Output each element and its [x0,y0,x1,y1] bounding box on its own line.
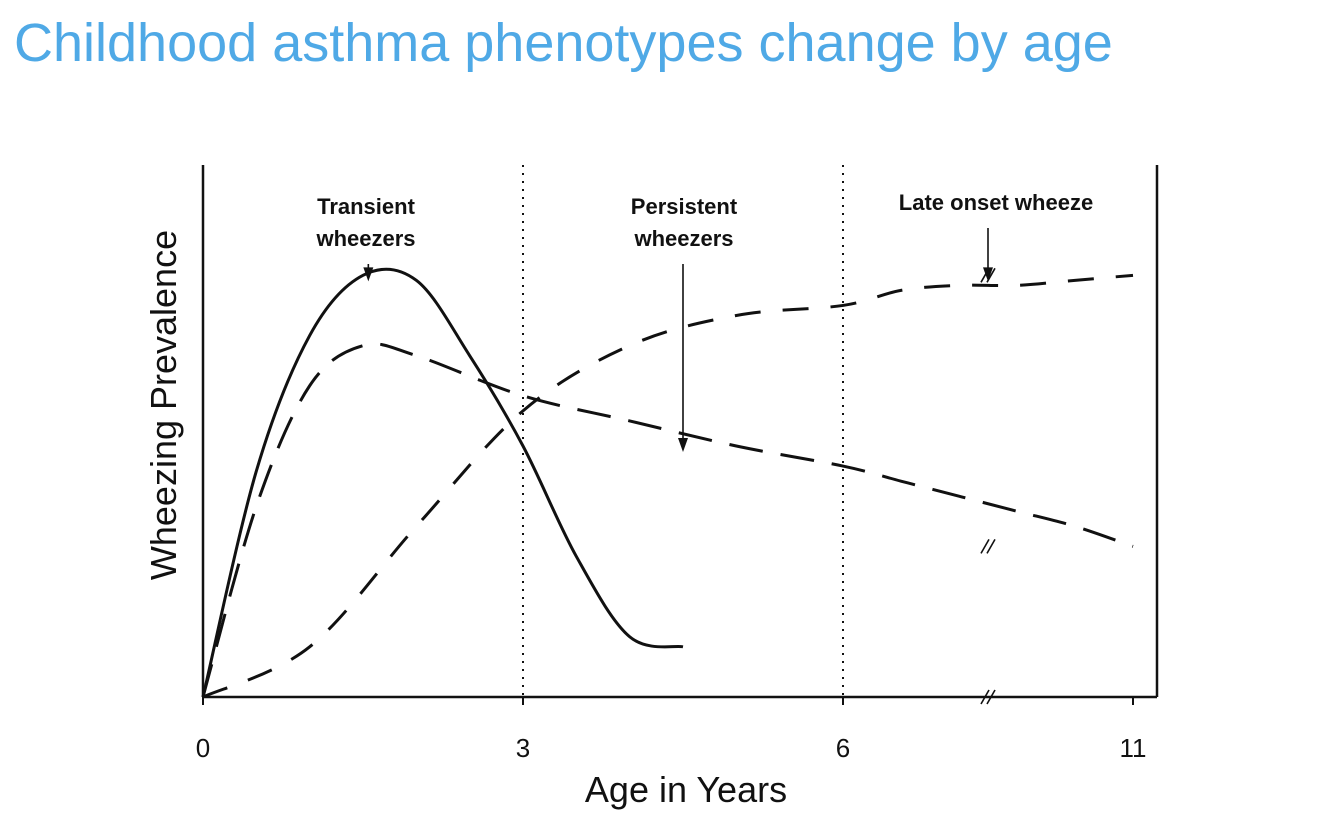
annotation-label: Late onset wheeze [899,190,1093,215]
annotation-label: Transient [317,194,415,219]
annotations-layer: Transient wheezers Persistent wheezers Late … [315,190,1093,453]
axis-break-mark [986,539,996,554]
series-layer [201,267,1134,699]
x-tick-label: 6 [836,733,850,763]
annotation-arrow-head [363,267,374,282]
x-tick-label: 0 [196,733,210,763]
x-tick-label: 11 [1120,733,1147,763]
annotation-arrow-head [678,438,688,453]
annotation-label: wheezers [315,226,415,251]
x-axis-title: Age in Years [585,769,787,810]
axis-break-mark [980,689,990,705]
y-axis-title: Wheezing Prevalence [143,230,184,580]
annotation-label: Persistent [631,194,738,219]
annotation-arrow-head [983,267,993,282]
axis-break-mark [986,689,996,705]
series-line-3 [202,273,1134,699]
axis-break-mark [980,539,990,554]
x-tick-labels: 0 3 6 11 [196,697,1147,763]
reference-lines [522,165,844,697]
axes [201,165,1159,705]
slide-title: Childhood asthma phenotypes change by ag… [14,13,1113,73]
series-line-2 [201,342,1134,698]
annotation-label: wheezers [633,226,733,251]
series-line-1 [201,267,684,698]
x-tick-label: 3 [516,733,530,763]
